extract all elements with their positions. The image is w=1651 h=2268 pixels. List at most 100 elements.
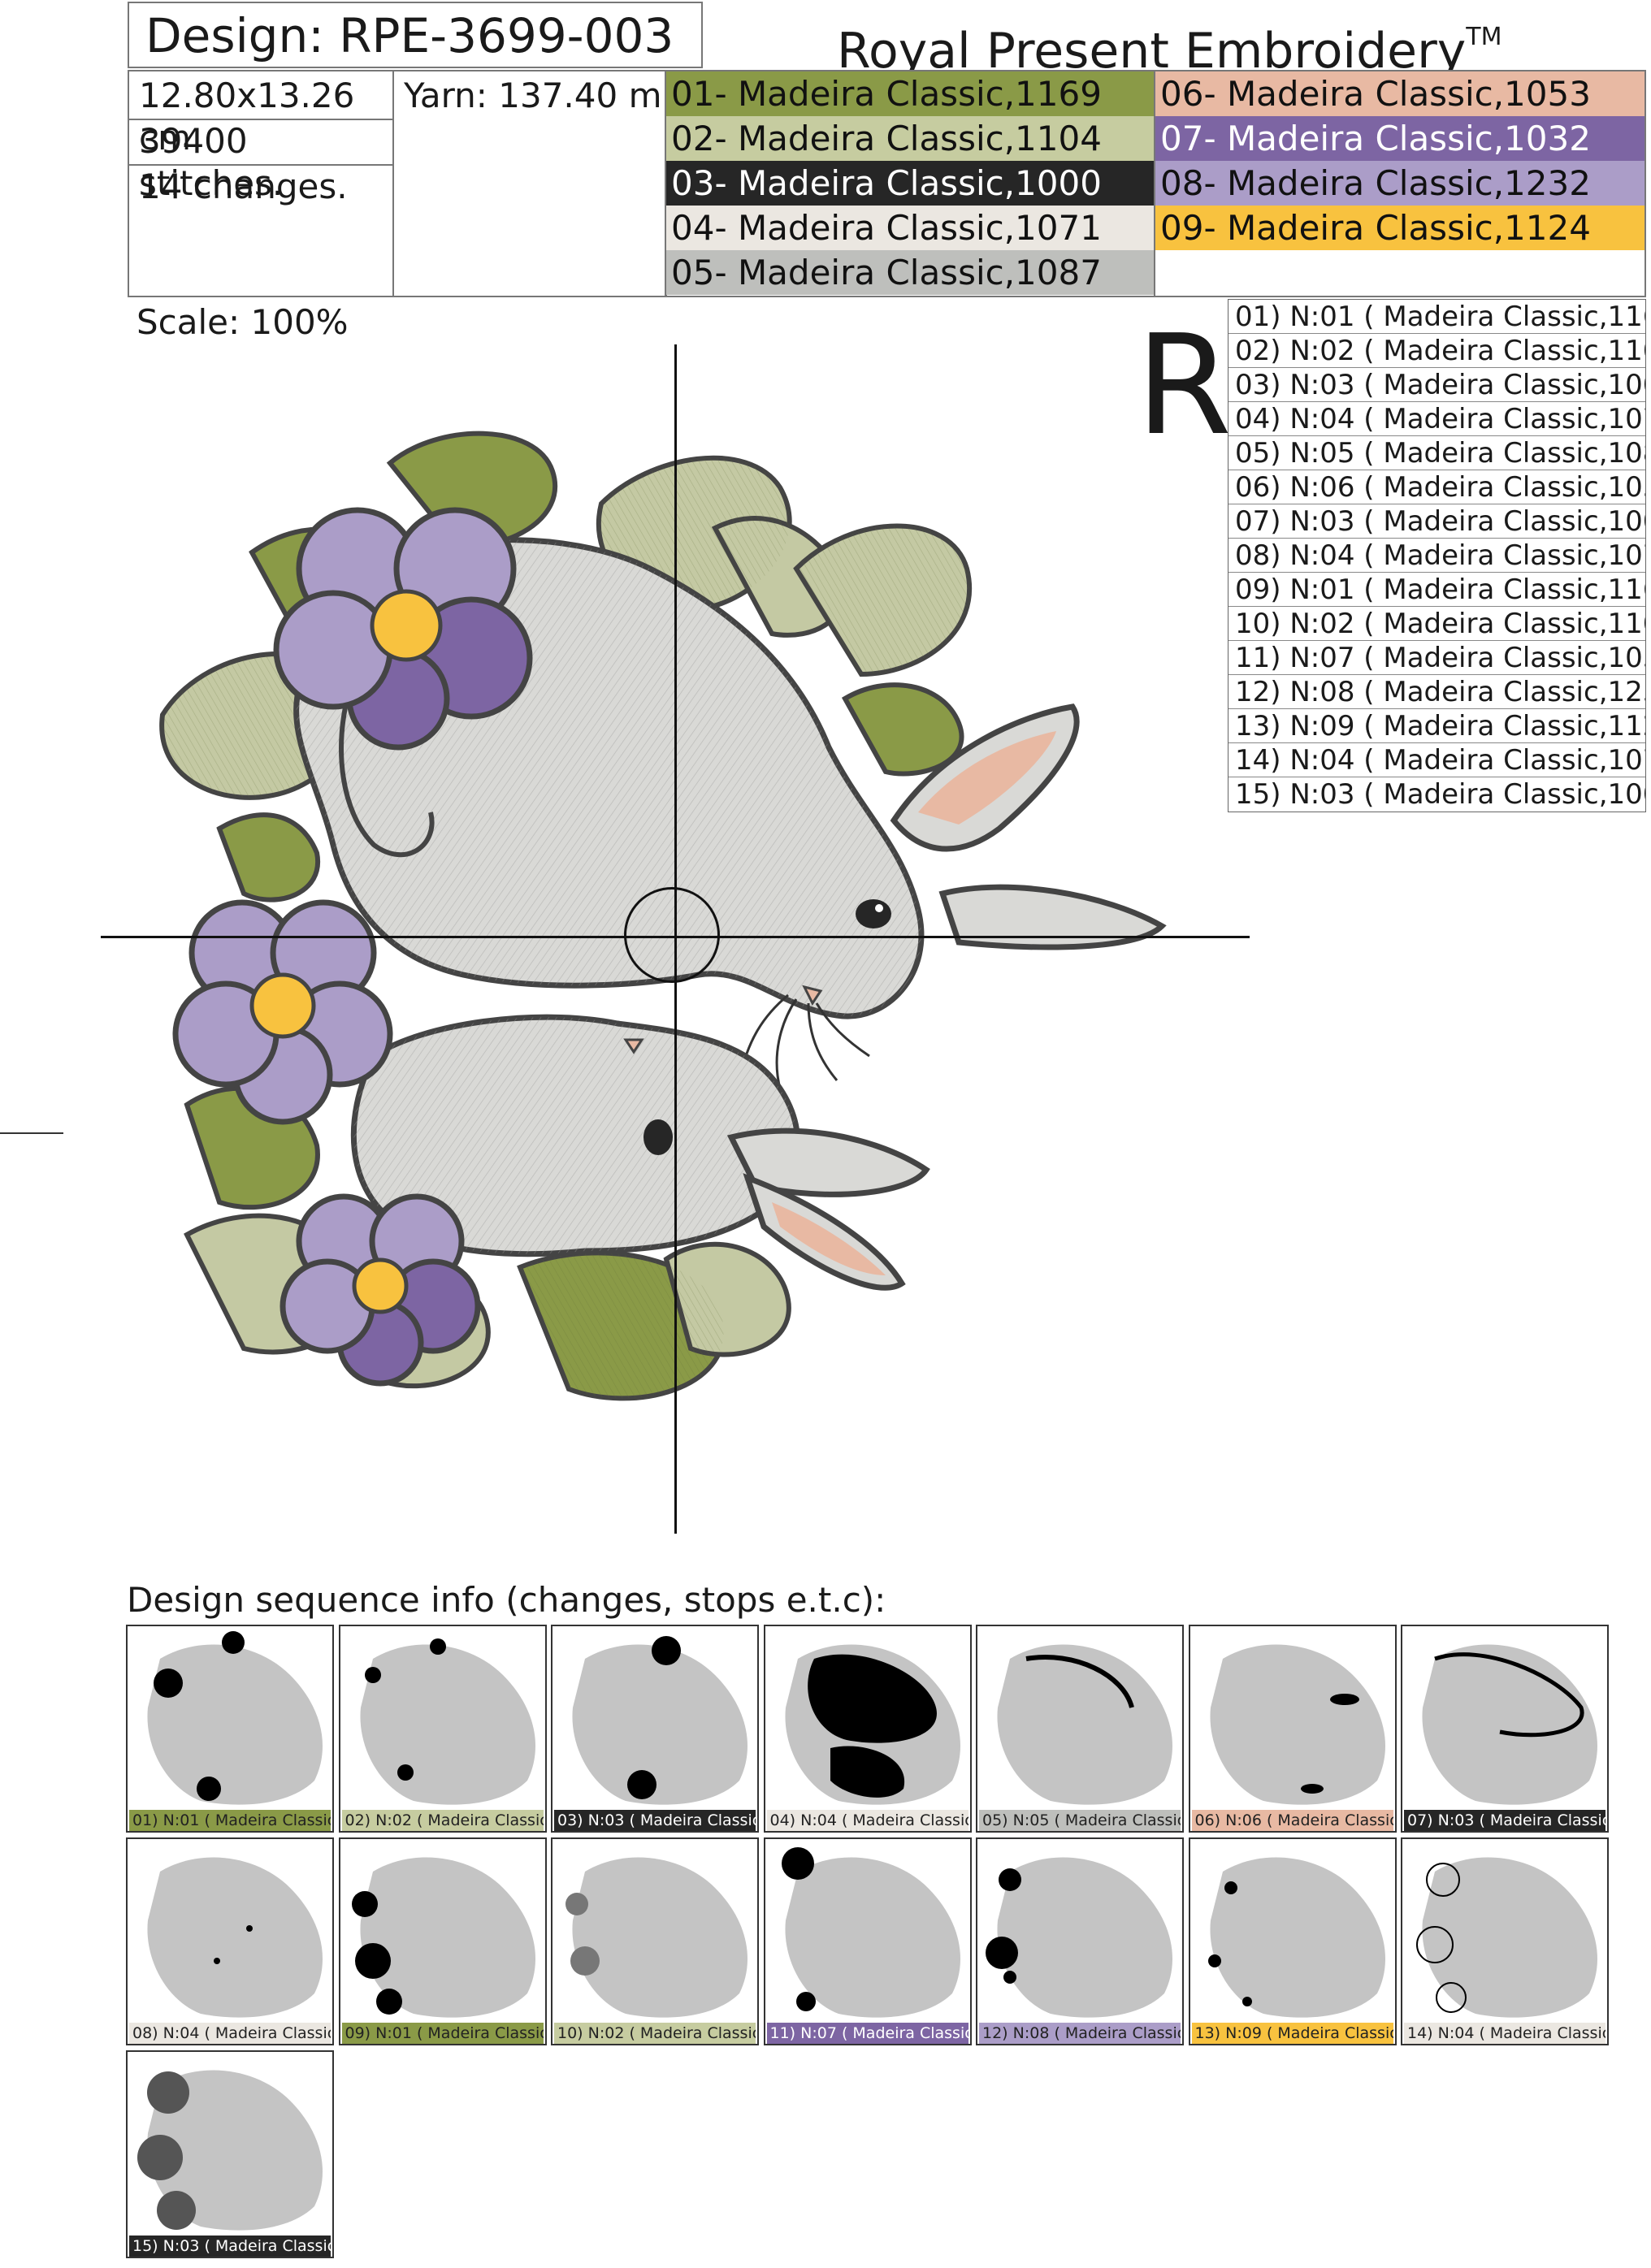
center-mark <box>624 887 720 983</box>
lower-rabbit <box>350 1014 930 1291</box>
flower-middle <box>172 899 393 1125</box>
sequence-thumbnail: 06) N:06 ( Madeira Classic <box>1188 1625 1397 1833</box>
thumbnail-label: 08) N:04 ( Madeira Classic <box>129 2023 331 2044</box>
thumbnail-preview <box>351 1857 535 2018</box>
sequence-thumbnail: 12) N:08 ( Madeira Classic, <box>976 1837 1184 2045</box>
thumbnail-preview <box>784 1644 960 1805</box>
stop-item: 12) N:08 ( Madeira Classic,1232) <box>1228 675 1645 709</box>
thread-label: 07- Madeira Classic,1032 <box>1160 119 1591 158</box>
thread-label: 09- Madeira Classic,1124 <box>1160 208 1591 248</box>
sequence-thumbnail: 01) N:01 ( Madeira Classic,1 <box>126 1625 334 1833</box>
sequence-thumbnail: 05) N:05 ( Madeira Classic <box>976 1625 1184 1833</box>
leaf <box>216 812 321 902</box>
design-info-table: 12.80x13.26 cm Yarn: 137.40 m 39400 stit… <box>128 70 667 297</box>
rabbit-ear <box>726 1128 930 1197</box>
thumbnail-preview <box>1422 1644 1597 1805</box>
thumbnail-label: 03) N:03 ( Madeira Classic <box>554 1810 756 1831</box>
thread-color-03: 03- Madeira Classic,1000 <box>666 161 1155 206</box>
thread-color-05: 05- Madeira Classic,1087 <box>666 250 1155 295</box>
sequence-thumbnail: 13) N:09 ( Madeira Classic, <box>1188 1837 1397 2045</box>
thumbnail-preview <box>997 1644 1172 1805</box>
rabbit-ear <box>938 884 1167 950</box>
sequence-thumbnail: 08) N:04 ( Madeira Classic <box>126 1837 334 2045</box>
sequence-thumbnail: 04) N:04 ( Madeira Classic <box>763 1625 972 1833</box>
thread-label: 06- Madeira Classic,1053 <box>1160 74 1591 114</box>
sequence-title: Design sequence info (changes, stops e.t… <box>127 1580 886 1620</box>
thumbnail-preview <box>359 1638 535 1805</box>
thread-label: 02- Madeira Classic,1104 <box>671 119 1102 158</box>
rabbit-ear-inner <box>918 731 1056 825</box>
thread-label: 08- Madeira Classic,1232 <box>1160 163 1591 203</box>
thumbnail-label: 06) N:06 ( Madeira Classic <box>1191 1810 1393 1831</box>
trademark: TM <box>1466 23 1502 51</box>
edge-tick <box>0 1132 63 1134</box>
stop-item: 04) N:04 ( Madeira Classic,1071) <box>1228 402 1645 436</box>
divider <box>1154 71 1155 296</box>
thread-color-04: 04- Madeira Classic,1071 <box>666 206 1155 250</box>
divider <box>129 119 392 120</box>
thumbnail-label: 10) N:02 ( Madeira Classic, <box>554 2023 756 2044</box>
thread-color-06: 06- Madeira Classic,1053 <box>1155 71 1644 116</box>
thumbnail-preview <box>1416 1857 1597 2018</box>
thread-label: 03- Madeira Classic,1000 <box>671 163 1102 203</box>
rabbit-eye <box>644 1119 673 1155</box>
color-changes: 14 changes. <box>139 167 348 206</box>
thumbnail-preview <box>572 1636 748 1805</box>
thumbnail-preview <box>986 1857 1172 2018</box>
thumbnail-label: 02) N:02 ( Madeira Classic, <box>341 1810 544 1831</box>
flower-bottom <box>280 1193 481 1387</box>
stop-item: 09) N:01 ( Madeira Classic,1169) <box>1228 573 1645 607</box>
thumbnail-label: 15) N:03 ( Madeira Classic, <box>129 2236 331 2257</box>
thumbnail-preview <box>147 1631 323 1805</box>
stop-item: 03) N:03 ( Madeira Classic,1000) <box>1228 368 1645 402</box>
sequence-thumbnail: 15) N:03 ( Madeira Classic, <box>126 2050 334 2258</box>
stop-item: 15) N:03 ( Madeira Classic,1000) <box>1235 778 1645 811</box>
thread-color-08: 08- Madeira Classic,1232 <box>1155 161 1644 206</box>
stop-item: 14) N:04 ( Madeira Classic,1071) <box>1228 743 1645 777</box>
stop-item: 10) N:02 ( Madeira Classic,1104) <box>1228 607 1645 641</box>
thread-label: 05- Madeira Classic,1087 <box>671 253 1102 292</box>
thread-color-chart: 01- Madeira Classic,1169 02- Madeira Cla… <box>665 70 1646 297</box>
thumbnail-preview <box>1207 1857 1385 2018</box>
divider <box>392 71 394 296</box>
thread-color-09: 09- Madeira Classic,1124 <box>1155 206 1644 250</box>
thumbnail-label: 05) N:05 ( Madeira Classic <box>979 1810 1181 1831</box>
thumbnail-preview <box>781 1847 960 2018</box>
design-id: Design: RPE-3699-003 <box>128 2 703 68</box>
stop-item: 05) N:05 ( Madeira Classic,1087) <box>1228 436 1645 470</box>
stop-item: 11) N:07 ( Madeira Classic,1032) <box>1228 641 1645 675</box>
flower-top <box>273 507 533 751</box>
scale-label: Scale: 100% <box>136 302 349 342</box>
rabbit-nose <box>623 1038 644 1054</box>
thumbnail-label: 09) N:01 ( Madeira Classic, <box>341 2023 544 2044</box>
embroidery-design-preview <box>159 431 1167 1401</box>
thumbnail-label: 14) N:04 ( Madeira Classic, <box>1404 2023 1606 2044</box>
stop-item: 07) N:03 ( Madeira Classic,1000) <box>1228 504 1645 539</box>
stop-item: 06) N:06 ( Madeira Classic,1053) <box>1228 470 1645 504</box>
thread-label: 04- Madeira Classic,1071 <box>671 208 1102 248</box>
thumbnail-preview <box>137 2070 323 2231</box>
sequence-thumbnail: 09) N:01 ( Madeira Classic, <box>338 1837 547 2045</box>
thread-color-01: 01- Madeira Classic,1169 <box>666 71 1155 116</box>
yarn-length: Yarn: 137.40 m <box>404 76 662 115</box>
stop-item: 01) N:01 ( Madeira Classic,1169) <box>1228 300 1645 334</box>
rabbit-eye <box>856 899 891 928</box>
design-size: 12.80x13.26 cm <box>139 76 355 158</box>
thumbnail-preview <box>566 1857 748 2018</box>
thread-color-07: 07- Madeira Classic,1032 <box>1155 116 1644 161</box>
stop-item: 08) N:04 ( Madeira Classic,1071) <box>1228 539 1645 573</box>
sequence-thumbnail: 10) N:02 ( Madeira Classic, <box>551 1837 759 2045</box>
stop-item: 13) N:09 ( Madeira Classic,1124) <box>1228 709 1645 743</box>
sequence-thumbnail: 02) N:02 ( Madeira Classic, <box>338 1625 547 1833</box>
thumbnail-label: 11) N:07 ( Madeira Classic,1 <box>766 2023 968 2044</box>
thumbnail-label: 07) N:03 ( Madeira Classic <box>1404 1810 1606 1831</box>
thumbnail-preview <box>147 1857 323 2018</box>
stop-item: 02) N:02 ( Madeira Classic,1104) <box>1228 334 1645 368</box>
rabbit-paw <box>339 690 435 858</box>
thread-label: 01- Madeira Classic,1169 <box>671 74 1102 114</box>
divider <box>129 164 392 166</box>
sequence-thumbnail: 11) N:07 ( Madeira Classic,1 <box>763 1837 972 2045</box>
orientation-letter: R <box>1136 305 1233 466</box>
thumbnail-preview <box>1209 1644 1385 1805</box>
stitch-count: 39400 stitches. <box>139 121 284 203</box>
